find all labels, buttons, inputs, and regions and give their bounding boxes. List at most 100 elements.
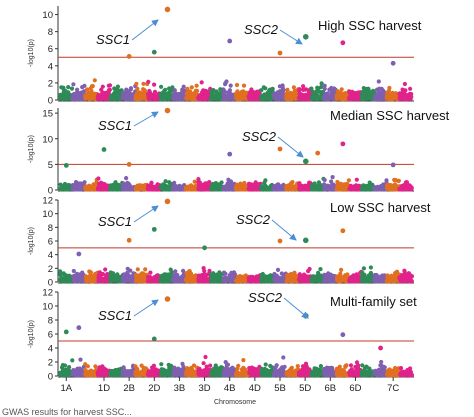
snp-point (222, 277, 228, 282)
snp-point (113, 87, 118, 92)
snp-point (263, 178, 268, 183)
snp-point (73, 186, 78, 191)
snp-point (246, 94, 251, 99)
snp-point (301, 87, 306, 92)
y-axis-label: -log10(p) (28, 39, 35, 67)
snp-point (152, 94, 157, 99)
snp-point (309, 86, 314, 91)
snp-point (379, 187, 384, 192)
snp-point (75, 87, 80, 92)
snp-point (189, 96, 194, 101)
outlier-snp-point (151, 49, 157, 55)
snp-point (408, 184, 414, 190)
snp-point (72, 279, 77, 284)
snp-point (221, 270, 227, 275)
snp-point (330, 90, 335, 95)
snp-point (139, 271, 144, 276)
snp-point (192, 179, 197, 184)
snp-point (208, 272, 214, 277)
snp-point (96, 185, 101, 190)
snp-point (323, 93, 328, 98)
snp-point (168, 267, 173, 272)
snp-point (138, 278, 143, 284)
snp-point (100, 91, 105, 96)
snp-point (102, 182, 107, 187)
qtl-peak-point (164, 6, 171, 13)
snp-point (161, 277, 166, 283)
snp-point (198, 277, 203, 282)
snp-point (106, 83, 111, 88)
snp-point (287, 186, 293, 191)
snp-point (176, 92, 181, 98)
snp-point (228, 187, 233, 192)
snp-point (315, 85, 320, 90)
outlier-snp-point (390, 162, 396, 168)
snp-point (319, 85, 324, 90)
y-tick-label: 0 (48, 96, 53, 107)
snp-point (408, 86, 413, 91)
snp-point (241, 89, 246, 94)
snp-point (66, 186, 71, 191)
qtl-arrow (133, 111, 159, 127)
snp-point (99, 278, 104, 283)
snp-point (180, 95, 185, 100)
outlier-snp-point (126, 161, 132, 167)
y-tick-label: 10 (42, 10, 53, 21)
snp-point (237, 187, 242, 192)
snp-point (375, 186, 380, 192)
snp-point (58, 96, 63, 101)
snp-point (172, 88, 177, 93)
qtl-label: SSC2 (244, 22, 279, 37)
outlier-snp-point (227, 151, 233, 157)
snp-point (238, 96, 243, 101)
qtl-peak-point (164, 107, 171, 114)
snp-point (71, 82, 76, 87)
snp-point (289, 180, 294, 185)
snp-point (149, 180, 154, 185)
snp-point (179, 275, 184, 280)
snp-point (113, 96, 118, 101)
y-tick-label: 4 (48, 61, 53, 72)
qtl-peak-point (302, 158, 309, 165)
snp-point (170, 85, 175, 90)
snp-point (173, 269, 178, 274)
outlier-snp-point (126, 54, 132, 59)
snp-point (339, 87, 344, 92)
snp-point (80, 278, 85, 283)
snp-point (89, 96, 94, 101)
snp-point (316, 185, 321, 190)
snp-point (201, 266, 206, 271)
snp-point (192, 91, 197, 96)
snp-point (248, 187, 253, 192)
snp-point (96, 96, 101, 101)
snp-point (362, 187, 367, 192)
snp-point (185, 96, 190, 102)
snp-point (386, 94, 391, 99)
snp-point (266, 187, 271, 192)
snp-point (59, 85, 64, 90)
snp-point (196, 185, 201, 190)
snp-point (135, 267, 140, 272)
snp-point (309, 95, 314, 100)
snp-point (300, 93, 305, 98)
snp-point (100, 84, 105, 89)
snp-point (128, 187, 133, 192)
snp-point (89, 84, 95, 89)
snp-point (96, 181, 102, 186)
snp-point (96, 176, 101, 181)
snp-point (234, 82, 240, 88)
snp-point (167, 86, 172, 91)
snp-point (216, 186, 222, 191)
y-tick-label: 4 (48, 250, 53, 261)
snp-point (152, 279, 158, 284)
snp-point (261, 85, 266, 90)
qtl-label: SSC1 (96, 32, 130, 47)
snp-point (158, 92, 163, 97)
snp-point (259, 88, 264, 93)
outlier-snp-point (277, 50, 283, 56)
snp-point (379, 86, 384, 91)
snp-point (348, 186, 353, 192)
snp-point (172, 277, 177, 282)
